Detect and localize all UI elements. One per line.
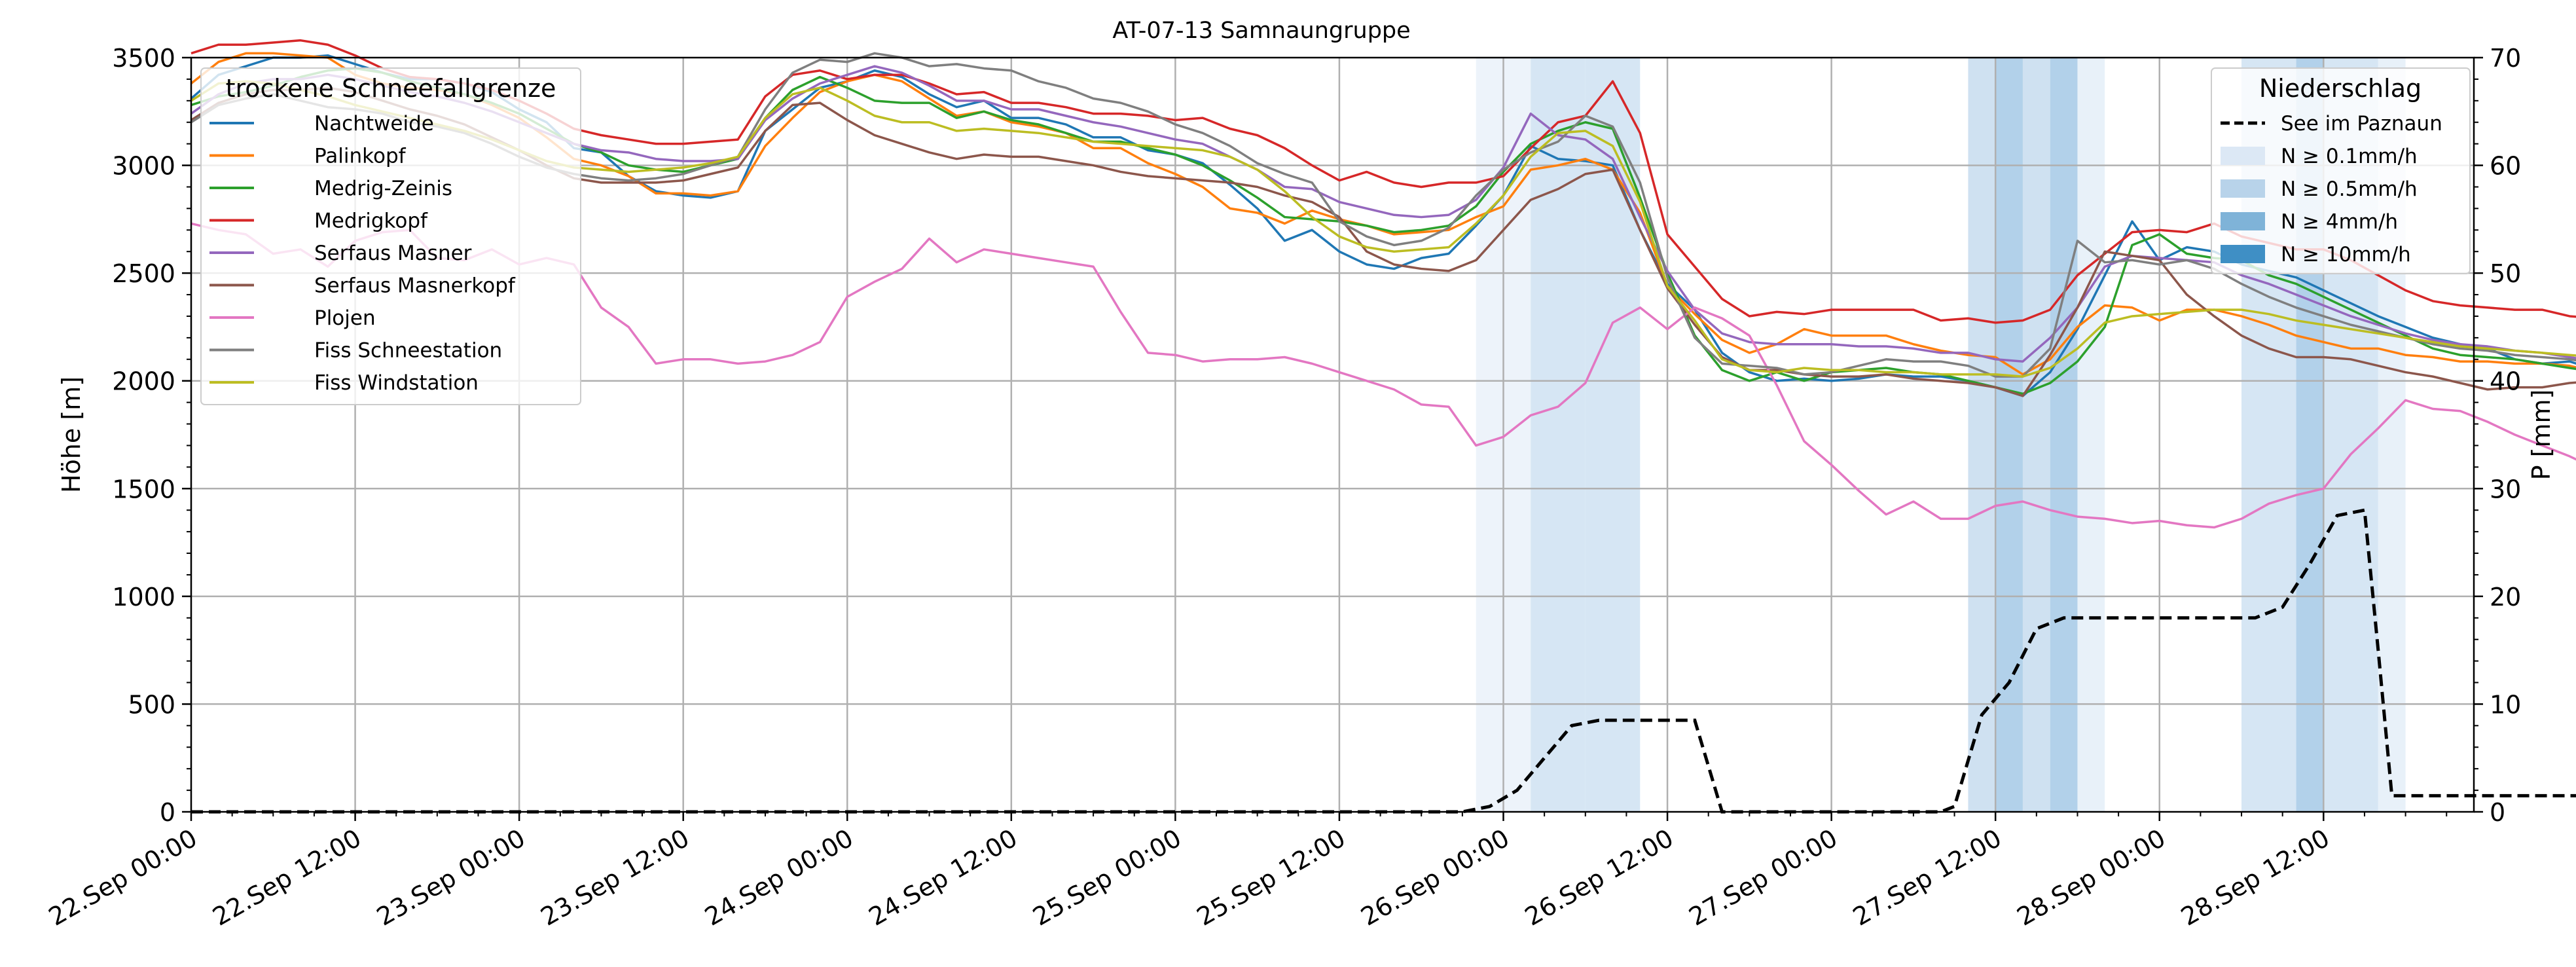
legend-precip-label-3: N ≥ 4mm/h <box>2281 210 2398 234</box>
legend-stations-box <box>200 67 581 405</box>
y-tick-label-6: 3000 <box>112 152 175 181</box>
y-tick-label-5: 2500 <box>112 259 175 288</box>
legend-precip-swatch-2 <box>2221 179 2265 198</box>
y-axis-label: Höhe [m] <box>57 376 86 493</box>
legend-precip-label-2: N ≥ 0.5mm/h <box>2281 177 2418 201</box>
legend-label-6: Plojen <box>314 306 376 330</box>
series-line-3 <box>190 39 2576 324</box>
precip-band-3 <box>1968 58 1996 812</box>
legend-precip-swatch-3 <box>2221 212 2265 230</box>
legend-stations: trockene Schneefallgrenze Nachtweide Pali… <box>200 67 581 405</box>
y2-tick-label-3: 30 <box>2490 475 2521 503</box>
y-tick-label-1: 500 <box>128 690 175 719</box>
precipitation-cumulative <box>191 508 2576 814</box>
chart-title: AT-07-13 Samnaungruppe <box>1112 18 1410 44</box>
legend-label-7: Fiss Schneestation <box>314 339 502 363</box>
y-tick-label-4: 2000 <box>112 367 175 396</box>
legend-precip-swatch-1 <box>2221 147 2265 165</box>
series-line-6 <box>190 222 2576 529</box>
legend-precip-label-1: N ≥ 0.1mm/h <box>2281 145 2418 168</box>
y2-tick-label-6: 60 <box>2490 152 2521 181</box>
legend-precipitation: Niederschlag See im Paznaun N ≥ 0.1mm/h N … <box>2211 67 2471 274</box>
series-line-7 <box>190 52 2576 378</box>
series-line-8 <box>190 80 2576 378</box>
legend-label-5: Serfaus Masnerkopf <box>314 274 516 298</box>
legend-precip-swatch-4 <box>2221 245 2265 263</box>
legend-precip-label-4: N ≥ 10mm/h <box>2281 243 2411 266</box>
legend-precip-label-0: See im Paznaun <box>2281 112 2442 136</box>
legend-precipitation-box <box>2211 67 2471 274</box>
precip-band-4 <box>1995 58 2023 812</box>
legend-label-1: Palinkopf <box>314 145 407 168</box>
series-line-4 <box>190 65 2576 363</box>
legend-label-3: Medrigkopf <box>314 210 428 233</box>
y-tick-label-2: 1000 <box>112 583 175 611</box>
precip-band-5 <box>2022 58 2050 812</box>
y-tick-label-7: 3500 <box>112 44 175 73</box>
series-line-5 <box>190 86 2576 397</box>
series-lines <box>190 39 2576 529</box>
legend-label-4: Serfaus Masner <box>314 242 472 265</box>
y2-tick-label-4: 40 <box>2490 367 2521 396</box>
y2-tick-label-5: 50 <box>2490 259 2521 288</box>
precip-cumulative-line <box>191 508 2576 814</box>
y2-tick-label-1: 10 <box>2490 690 2521 719</box>
y2-tick-label-0: 0 <box>2490 798 2505 827</box>
legend-stations-title: trockene Schneefallgrenze <box>226 74 556 103</box>
precip-band-6 <box>2050 58 2078 812</box>
plot-frame <box>190 56 2475 813</box>
series-line-2 <box>190 67 2576 395</box>
legend-precipitation-title: Niederschlag <box>2259 74 2422 103</box>
y2-axis-label: P [mm] <box>2527 390 2556 481</box>
legend-label-8: Fiss Windstation <box>314 371 479 395</box>
series-line-1 <box>190 52 2576 376</box>
precip-band-7 <box>2077 58 2105 812</box>
y-tick-label-0: 0 <box>160 798 175 827</box>
legend-label-0: Nachtweide <box>314 112 434 136</box>
y2-tick-label-7: 70 <box>2490 44 2521 73</box>
y-tick-label-3: 1500 <box>112 475 175 503</box>
y2-tick-label-2: 20 <box>2490 583 2521 611</box>
legend-label-2: Medrig-Zeinis <box>314 177 452 200</box>
precip-band-1 <box>1531 58 1586 812</box>
grid-lines <box>191 58 2474 812</box>
